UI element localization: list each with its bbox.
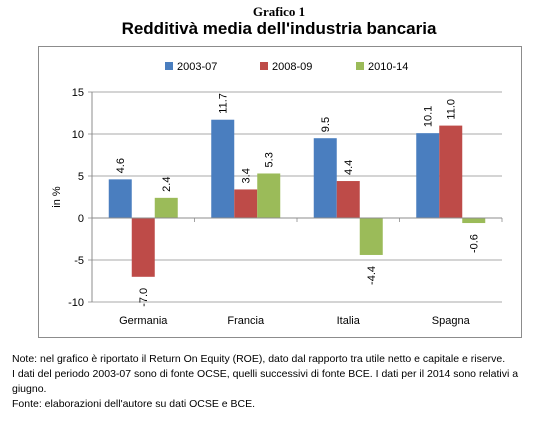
y-tick-label: -5 bbox=[74, 255, 84, 267]
data-label: 3.4 bbox=[241, 168, 253, 183]
chart-area bbox=[38, 46, 522, 338]
data-label: 9.5 bbox=[320, 117, 332, 132]
bar-2003-07-Spagna bbox=[416, 133, 440, 218]
bar-2008-09-Francia bbox=[234, 189, 258, 218]
bar-2003-07-Italia bbox=[313, 138, 337, 218]
bar-2010-14-Spagna bbox=[462, 218, 486, 224]
data-label: 5.3 bbox=[264, 152, 276, 167]
x-tick-label-germania: Germania bbox=[119, 315, 168, 327]
x-tick-label-spagna: Spagna bbox=[432, 315, 471, 327]
bar-2010-14-Francia bbox=[257, 173, 281, 218]
data-label: 4.4 bbox=[343, 160, 355, 175]
bar-2003-07-Germania bbox=[108, 179, 132, 218]
y-tick-label: 5 bbox=[78, 171, 84, 183]
note-sources: I dati del periodo 2003-07 sono di fonte… bbox=[12, 368, 519, 395]
y-tick-label: 10 bbox=[72, 129, 84, 141]
legend-swatch-2010-14 bbox=[356, 62, 364, 70]
y-tick-label: -10 bbox=[68, 297, 84, 309]
notes: Note: nel grafico è riportato il Return … bbox=[12, 352, 548, 412]
note-roe: Note: nel grafico è riportato il Return … bbox=[12, 353, 506, 365]
figure-number: Grafico 1 bbox=[252, 4, 306, 19]
data-label: 4.6 bbox=[115, 158, 127, 173]
data-label: -7.0 bbox=[138, 288, 150, 307]
data-label: 10.1 bbox=[423, 106, 435, 127]
bar-2008-09-Italia bbox=[336, 181, 360, 218]
y-axis-title: in % bbox=[51, 186, 63, 208]
data-label: 11.0 bbox=[446, 99, 458, 120]
bar-2010-14-Germania bbox=[154, 197, 178, 218]
bar-2003-07-Francia bbox=[211, 119, 235, 218]
bar-2008-09-Germania bbox=[131, 218, 155, 277]
legend-swatch-2003-07 bbox=[165, 62, 173, 70]
note-fonte: Fonte: elaborazioni dell'autore su dati … bbox=[12, 398, 256, 410]
bar-2010-14-Italia bbox=[359, 218, 383, 255]
x-tick-label-francia: Francia bbox=[227, 315, 265, 327]
y-tick-label: 0 bbox=[78, 213, 84, 225]
legend-label-2008-09: 2008-09 bbox=[272, 61, 312, 73]
legend-label-2003-07: 2003-07 bbox=[177, 61, 217, 73]
data-label: -4.4 bbox=[366, 266, 378, 285]
y-tick-label: 15 bbox=[72, 87, 84, 99]
x-tick-label-italia: Italia bbox=[337, 315, 361, 327]
legend-label-2010-14: 2010-14 bbox=[368, 61, 408, 73]
legend-swatch-2008-09 bbox=[260, 62, 268, 70]
bar-2008-09-Spagna bbox=[439, 125, 463, 218]
chart-svg: -10 -5 0 5 10 15 in % 4.6 -7.0 2.4 Germania 11.7 3.4… bbox=[51, 61, 503, 327]
data-label: -0.6 bbox=[469, 234, 481, 253]
data-label: 11.7 bbox=[218, 93, 230, 114]
data-label: 2.4 bbox=[161, 177, 173, 192]
chart-title: Redditivà media dell'industria bancaria bbox=[121, 19, 437, 38]
